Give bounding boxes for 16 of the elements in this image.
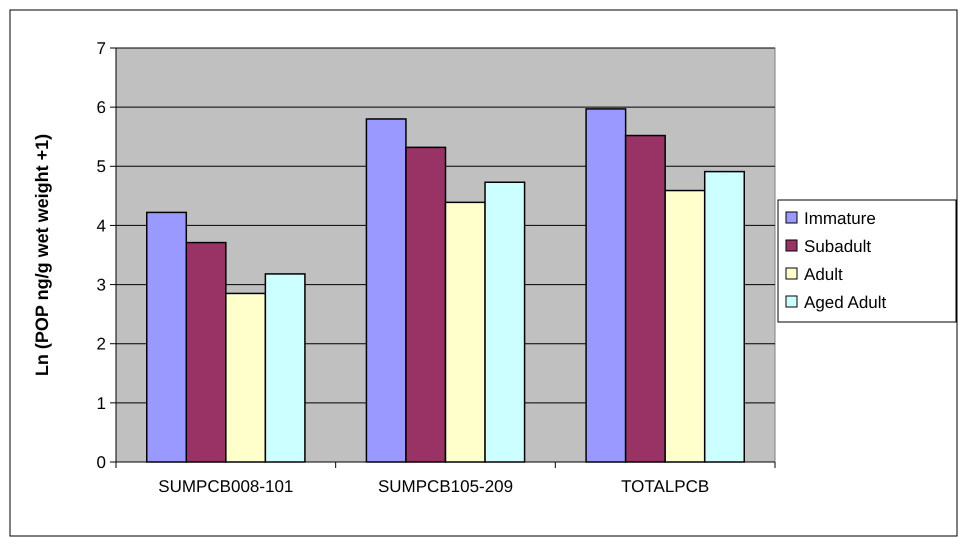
x-tick-label: TOTALPCB bbox=[621, 477, 710, 496]
legend-label: Adult bbox=[804, 264, 844, 284]
x-tick-label: SUMPCB105-209 bbox=[378, 477, 514, 496]
y-tick-label: 2 bbox=[96, 334, 106, 354]
legend-label: Aged Adult bbox=[804, 292, 887, 312]
y-axis-title: Ln (POP ng/g wet weight +1) bbox=[32, 134, 52, 376]
y-tick-label: 5 bbox=[96, 157, 106, 176]
y-tick-label: 4 bbox=[96, 216, 106, 236]
y-tick-label: 1 bbox=[96, 394, 106, 413]
legend-label: Subadult bbox=[804, 236, 872, 256]
x-tick-label: SUMPCB008-101 bbox=[158, 477, 294, 496]
y-tick-label: 0 bbox=[96, 452, 106, 472]
y-tick-label: 3 bbox=[96, 276, 106, 295]
y-tick-label: 7 bbox=[96, 38, 106, 58]
y-tick-label: 6 bbox=[96, 98, 106, 118]
legend-label: Immature bbox=[804, 208, 876, 228]
